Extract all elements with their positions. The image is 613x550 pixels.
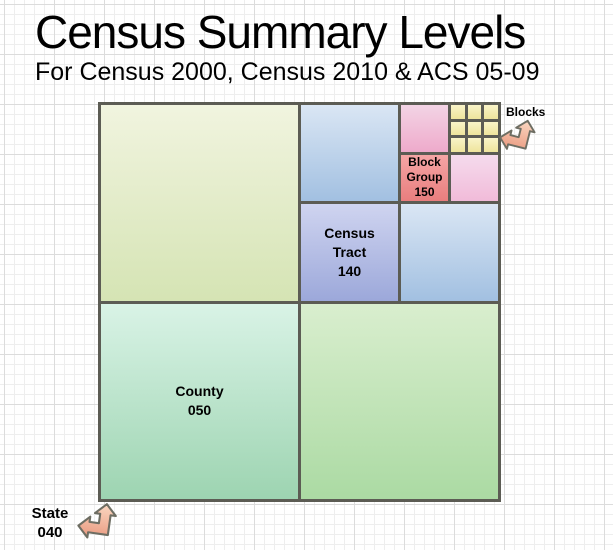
blocks-arrow-icon: [499, 119, 536, 150]
unlabeled-tract-region-top: [301, 105, 398, 202]
census-tract-region: Census Tract 140: [301, 204, 398, 301]
unlabeled-block-group-region-bottom: [451, 154, 498, 202]
block-cell: [451, 121, 465, 136]
county-region: County 050: [101, 303, 298, 499]
state-region-square: Block Group 150 Census Tract 140 County …: [98, 102, 501, 502]
census-tract-label: Census Tract 140: [324, 224, 375, 279]
blocks-grid: [451, 105, 498, 152]
blocks-label: Blocks: [506, 105, 546, 119]
unlabeled-county-region-nw: [101, 105, 298, 301]
unlabeled-block-group-region-top: [401, 105, 448, 152]
block-cell: [451, 105, 465, 119]
page-subtitle: For Census 2000, Census 2010 & ACS 05-09: [35, 58, 540, 86]
block-group-label: Block Group 150: [406, 155, 443, 200]
block-cell: [467, 121, 482, 136]
page-title: Census Summary Levels: [35, 6, 526, 58]
block-cell: [484, 138, 498, 152]
unlabeled-tract-region-bottom: [401, 204, 498, 301]
block-cell: [484, 105, 498, 119]
tract-quadrant: Block Group 150 Census Tract 140: [301, 105, 498, 301]
block-cell: [467, 138, 482, 152]
block-cell: [484, 121, 498, 136]
block-cell: [467, 105, 482, 119]
block-cell: [451, 138, 465, 152]
county-label: County 050: [175, 383, 224, 419]
header: Census Summary Levels For Census 2000, C…: [35, 8, 539, 86]
state-label: State 040: [31, 505, 69, 541]
state-arrow-icon: [77, 503, 117, 539]
block-group-region: Block Group 150: [401, 154, 448, 202]
unlabeled-county-region-se: [301, 303, 498, 499]
block-group-quadrant: Block Group 150: [401, 105, 498, 202]
